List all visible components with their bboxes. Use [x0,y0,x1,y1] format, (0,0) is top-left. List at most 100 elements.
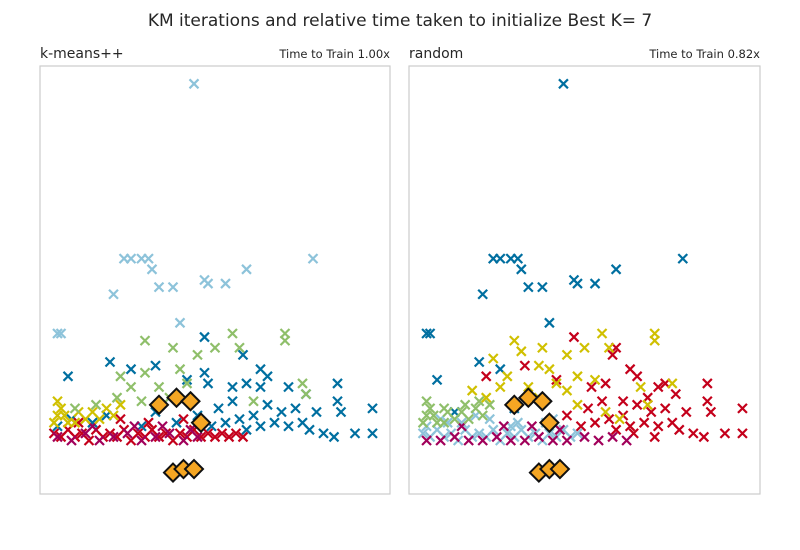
scatter-point-random-s0-18 [473,356,485,368]
scatter-point-random-s1-35 [586,381,597,393]
scatter-point-random-s4-13 [544,363,555,375]
scatter-point-random-s1-28 [607,349,618,361]
cluster-center-random-2 [531,390,553,412]
scatter-point-random-s4-9 [516,346,527,357]
scatter-point-kmeans-plusplus-s1-36 [283,381,294,393]
panel-subtitle-kmeans-plusplus: Time to Train 1.00x [278,47,390,61]
scatter-point-random-s0-13 [477,288,488,300]
scatter-point-kmeans-plusplus-s5-11 [192,349,203,361]
scatter-point-kmeans-plusplus-s1-25 [328,431,340,443]
scatter-point-kmeans-plusplus-s2-7 [307,253,319,264]
scatter-point-random-s2-25 [512,417,524,428]
scatter-point-kmeans-plusplus-s0-12 [132,428,144,439]
scatter-point-random-s1-41 [673,424,685,436]
scatter-point-kmeans-plusplus-s1-43 [199,331,210,343]
scatter-point-random-s2-12 [502,428,513,439]
scatter-point-random-s1-36 [600,378,611,389]
scatter-point-random-s1-4 [652,381,664,393]
scatter-point-random-s4-1 [537,342,548,354]
scatter-point-kmeans-plusplus-s0-15 [153,431,165,443]
scatter-point-random-s1-7 [705,406,717,418]
scatter-point-kmeans-plusplus-s3-3 [94,435,105,446]
scatter-point-random-s1-10 [698,431,710,443]
scatter-point-random-s2-22 [572,428,583,439]
scatter-point-kmeans-plusplus-s2-0 [188,78,200,90]
scatter-point-random-s2-24 [484,413,496,425]
scatter-point-kmeans-plusplus-s1-14 [248,410,259,421]
scatter-point-random-s4-3 [579,342,590,354]
scatter-point-random-s1-33 [702,395,713,407]
cluster-center-kmeans-plusplus-6 [183,458,205,480]
cluster-center-kmeans-plusplus-2 [180,390,201,412]
scatter-point-kmeans-plusplus-s2-15 [55,328,67,339]
scatter-point-random-s4-18 [666,378,678,389]
scatter-point-kmeans-plusplus-s3-9 [178,435,189,446]
scatter-point-kmeans-plusplus-s2-9 [199,274,210,286]
scatter-point-kmeans-plusplus-s5-19 [248,395,259,407]
scatter-point-random-s1-26 [575,420,587,432]
scatter-point-kmeans-plusplus-s0-22 [202,428,214,439]
scatter-point-random-s4-11 [502,371,513,382]
scatter-point-random-s4-5 [603,342,615,354]
scatter-point-kmeans-plusplus-s1-6 [171,417,182,428]
scatter-point-random-s1-19 [624,420,636,432]
scatter-point-kmeans-plusplus-s1-26 [349,428,361,439]
scatter-point-random-s1-27 [561,410,573,421]
scatter-point-random-s0-0 [558,78,569,90]
scatter-point-random-s3-16 [498,420,510,432]
scatter-point-random-s1-8 [737,428,748,439]
scatter-point-kmeans-plusplus-s2-16 [174,317,186,329]
scatter-point-kmeans-plusplus-s0-24 [216,428,228,439]
scatter-point-kmeans-plusplus-s4-0 [48,417,60,428]
scatter-point-kmeans-plusplus-s1-46 [181,374,193,386]
scatter-point-random-s1-25 [582,403,594,414]
cluster-center-random-3 [538,412,560,434]
scatter-point-kmeans-plusplus-s1-30 [255,381,266,393]
scatter-point-kmeans-plusplus-s1-44 [150,360,161,371]
scatter-point-random-s0-11 [523,281,534,293]
scatter-point-random-s4-8 [533,360,545,371]
scatter-point-kmeans-plusplus-s1-22 [304,424,315,436]
scatter-point-random-s0-7 [677,253,689,264]
scatter-point-random-s5-0 [417,417,429,428]
scatter-point-kmeans-plusplus-s1-19 [283,420,294,432]
scatter-point-kmeans-plusplus-s3-6 [136,435,147,446]
scatter-point-random-s4-15 [572,371,583,382]
scatter-point-random-s1-22 [603,413,615,425]
scatter-point-kmeans-plusplus-s4-11 [108,410,119,421]
panel-kmeans-plusplus: k-means++ Time to Train 1.00x [39,46,391,495]
scatter-point-kmeans-plusplus-s4-2 [55,403,67,414]
scatter-point-random-s3-4 [477,435,488,446]
scatter-point-kmeans-plusplus-s2-11 [153,281,165,293]
scatter-point-random-s3-12 [593,435,604,446]
scatter-point-random-s1-29 [551,374,562,386]
scatter-point-random-s4-7 [649,335,660,346]
scatter-point-kmeans-plusplus-s1-20 [290,403,301,414]
scatter-point-kmeans-plusplus-s1-32 [202,378,214,389]
scatter-point-random-s0-2 [494,253,506,264]
plot-area-random [417,78,748,484]
scatter-point-random-s3-5 [491,431,503,443]
scatter-point-random-s1-31 [480,371,492,382]
scatter-point-kmeans-plusplus-s5-8 [181,378,193,389]
scatter-point-random-s5-2 [424,403,436,414]
scatter-point-random-s3-10 [561,435,573,446]
scatter-point-kmeans-plusplus-s5-1 [90,399,102,411]
scatter-point-random-s3-14 [621,435,632,446]
scatter-point-random-s3-13 [607,431,618,443]
scatter-point-kmeans-plusplus-s0-5 [83,435,95,446]
scatter-point-random-s0-15 [424,328,436,339]
scatter-point-random-s4-14 [551,378,562,389]
cluster-center-random-0 [503,394,525,416]
scatter-point-random-s3-18 [554,424,566,436]
scatter-point-kmeans-plusplus-s1-40 [237,349,249,361]
cluster-center-kmeans-plusplus-1 [166,387,187,409]
scatter-point-random-s1-5 [670,388,682,400]
scatter-point-kmeans-plusplus-s5-3 [125,381,137,393]
scatter-point-random-s4-23 [480,392,492,403]
panel-title-random: random [409,46,463,62]
scatter-point-kmeans-plusplus-s2-6 [241,264,252,275]
scatter-point-random-s2-8 [473,428,485,439]
scatter-point-kmeans-plusplus-s4-5 [69,417,81,428]
